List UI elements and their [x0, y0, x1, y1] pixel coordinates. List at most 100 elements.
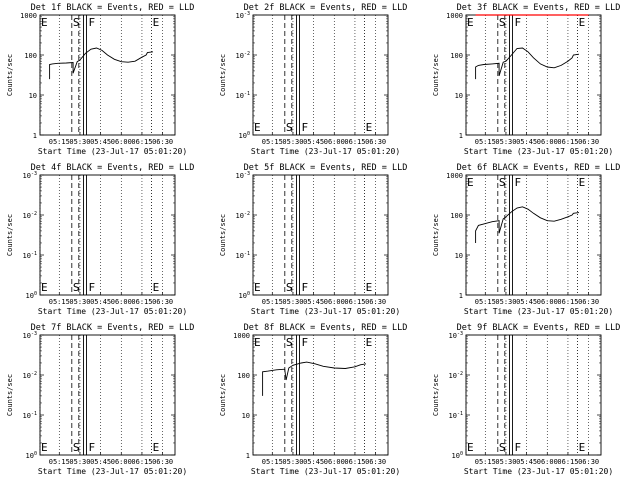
x-tick-label: 06:30	[152, 138, 173, 146]
panel-title: Det 2f BLACK = Events, RED = LLD	[244, 3, 408, 13]
plot-frame	[252, 174, 389, 296]
y-tick-label: 10	[242, 412, 250, 420]
y-tick-label: 10-1	[449, 411, 463, 420]
y-tick-label: 10-2	[236, 211, 250, 220]
y-axis-label: Counts/sec	[219, 214, 227, 256]
y-tick-label: 1	[33, 132, 37, 140]
x-tick-label: 06:30	[152, 298, 173, 306]
x-tick-label: 05:30	[282, 298, 303, 306]
y-tick-label: 10	[455, 252, 463, 260]
x-tick-label: 05:15	[262, 298, 283, 306]
x-tick-label: 06:15	[557, 138, 578, 146]
x-tick-label: 05:30	[495, 138, 516, 146]
panel-title: Det 8f BLACK = Events, RED = LLD	[244, 323, 408, 333]
marker-label-f: F	[514, 441, 521, 454]
x-tick-label: 06:15	[131, 138, 152, 146]
x-tick-label: 06:00	[111, 138, 132, 146]
y-tick-label: 10-1	[236, 91, 250, 100]
y-tick-label: 1000	[446, 12, 463, 20]
x-tick-label: 06:00	[537, 298, 558, 306]
plot-frame	[465, 334, 602, 456]
marker-label-e: E	[41, 16, 48, 29]
x-tick-label: 06:30	[578, 298, 599, 306]
y-tick-label: 1	[459, 132, 463, 140]
marker-label-s: S	[499, 16, 506, 29]
x-axis-label: Start Time (23-Jul-17 05:01:20)	[38, 307, 187, 316]
marker-label-s: S	[286, 281, 293, 294]
x-tick-label: 05:45	[303, 138, 324, 146]
y-tick-label: 10-3	[236, 171, 250, 180]
plot-frame	[252, 334, 389, 456]
marker-label-e: E	[254, 121, 261, 134]
panel-det-8: Det 8f BLACK = Events, RED = LLD 05:15 05:…	[219, 323, 407, 476]
x-tick-label: 06:00	[111, 458, 132, 466]
y-axis-label: Counts/sec	[432, 374, 440, 416]
y-tick-label: 1	[459, 292, 463, 300]
y-tick-label: 10	[29, 92, 37, 100]
marker-label-e: E	[467, 176, 474, 189]
x-tick-label: 06:30	[578, 458, 599, 466]
x-tick-label: 06:00	[324, 458, 345, 466]
panel-title: Det 7f BLACK = Events, RED = LLD	[31, 323, 195, 333]
marker-label-f: F	[88, 16, 95, 29]
marker-label-e: E	[366, 281, 373, 294]
y-tick-label: 10-3	[449, 331, 463, 340]
panel-title: Det 4f BLACK = Events, RED = LLD	[31, 163, 195, 173]
y-tick-label: 100	[26, 291, 37, 300]
y-tick-label: 10-1	[236, 251, 250, 260]
x-tick-label: 05:15	[49, 298, 70, 306]
y-tick-label: 10-2	[449, 371, 463, 380]
x-axis-label: Start Time (23-Jul-17 05:01:20)	[251, 147, 400, 156]
x-tick-label: 05:15	[475, 458, 496, 466]
y-tick-label: 100	[237, 372, 250, 380]
marker-label-e: E	[153, 441, 160, 454]
x-tick-label: 06:30	[578, 138, 599, 146]
y-tick-label: 100	[239, 131, 250, 140]
x-tick-label: 06:30	[365, 138, 386, 146]
x-tick-label: 05:45	[90, 458, 111, 466]
plot-frame	[39, 334, 176, 456]
x-tick-label: 05:15	[262, 138, 283, 146]
y-tick-label: 10-1	[23, 251, 37, 260]
x-tick-label: 06:15	[131, 298, 152, 306]
x-tick-label: 05:45	[516, 138, 537, 146]
panel-title: Det 6f BLACK = Events, RED = LLD	[457, 163, 621, 173]
marker-label-e: E	[467, 16, 474, 29]
marker-label-f: F	[301, 336, 308, 349]
x-tick-label: 05:45	[516, 458, 537, 466]
plot-frame	[465, 174, 602, 296]
marker-label-e: E	[366, 336, 373, 349]
y-tick-label: 10-3	[23, 331, 37, 340]
y-axis-label: Counts/sec	[432, 54, 440, 96]
x-tick-label: 06:15	[557, 458, 578, 466]
marker-label-f: F	[514, 176, 521, 189]
x-axis-label: Start Time (23-Jul-17 05:01:20)	[464, 307, 613, 316]
x-tick-label: 05:45	[90, 138, 111, 146]
marker-label-e: E	[366, 121, 373, 134]
marker-label-s: S	[286, 121, 293, 134]
x-axis-label: Start Time (23-Jul-17 05:01:20)	[251, 307, 400, 316]
x-tick-label: 05:45	[303, 458, 324, 466]
marker-label-e: E	[579, 441, 586, 454]
y-tick-label: 10-3	[236, 11, 250, 20]
y-tick-label: 10-3	[23, 171, 37, 180]
x-tick-label: 06:15	[131, 458, 152, 466]
x-axis-label: Start Time (23-Jul-17 05:01:20)	[38, 147, 187, 156]
plot-frame	[39, 174, 176, 296]
x-tick-label: 06:00	[324, 298, 345, 306]
x-tick-label: 05:30	[282, 138, 303, 146]
x-axis-label: Start Time (23-Jul-17 05:01:20)	[464, 147, 613, 156]
marker-label-e: E	[41, 281, 48, 294]
marker-label-e: E	[467, 441, 474, 454]
marker-label-e: E	[254, 336, 261, 349]
y-axis-label: Counts/sec	[6, 54, 14, 96]
x-tick-label: 06:15	[344, 458, 365, 466]
plot-frame	[465, 14, 602, 136]
x-tick-label: 06:00	[537, 458, 558, 466]
x-tick-label: 05:15	[262, 458, 283, 466]
events-series-line	[475, 206, 580, 243]
x-tick-label: 05:15	[49, 138, 70, 146]
